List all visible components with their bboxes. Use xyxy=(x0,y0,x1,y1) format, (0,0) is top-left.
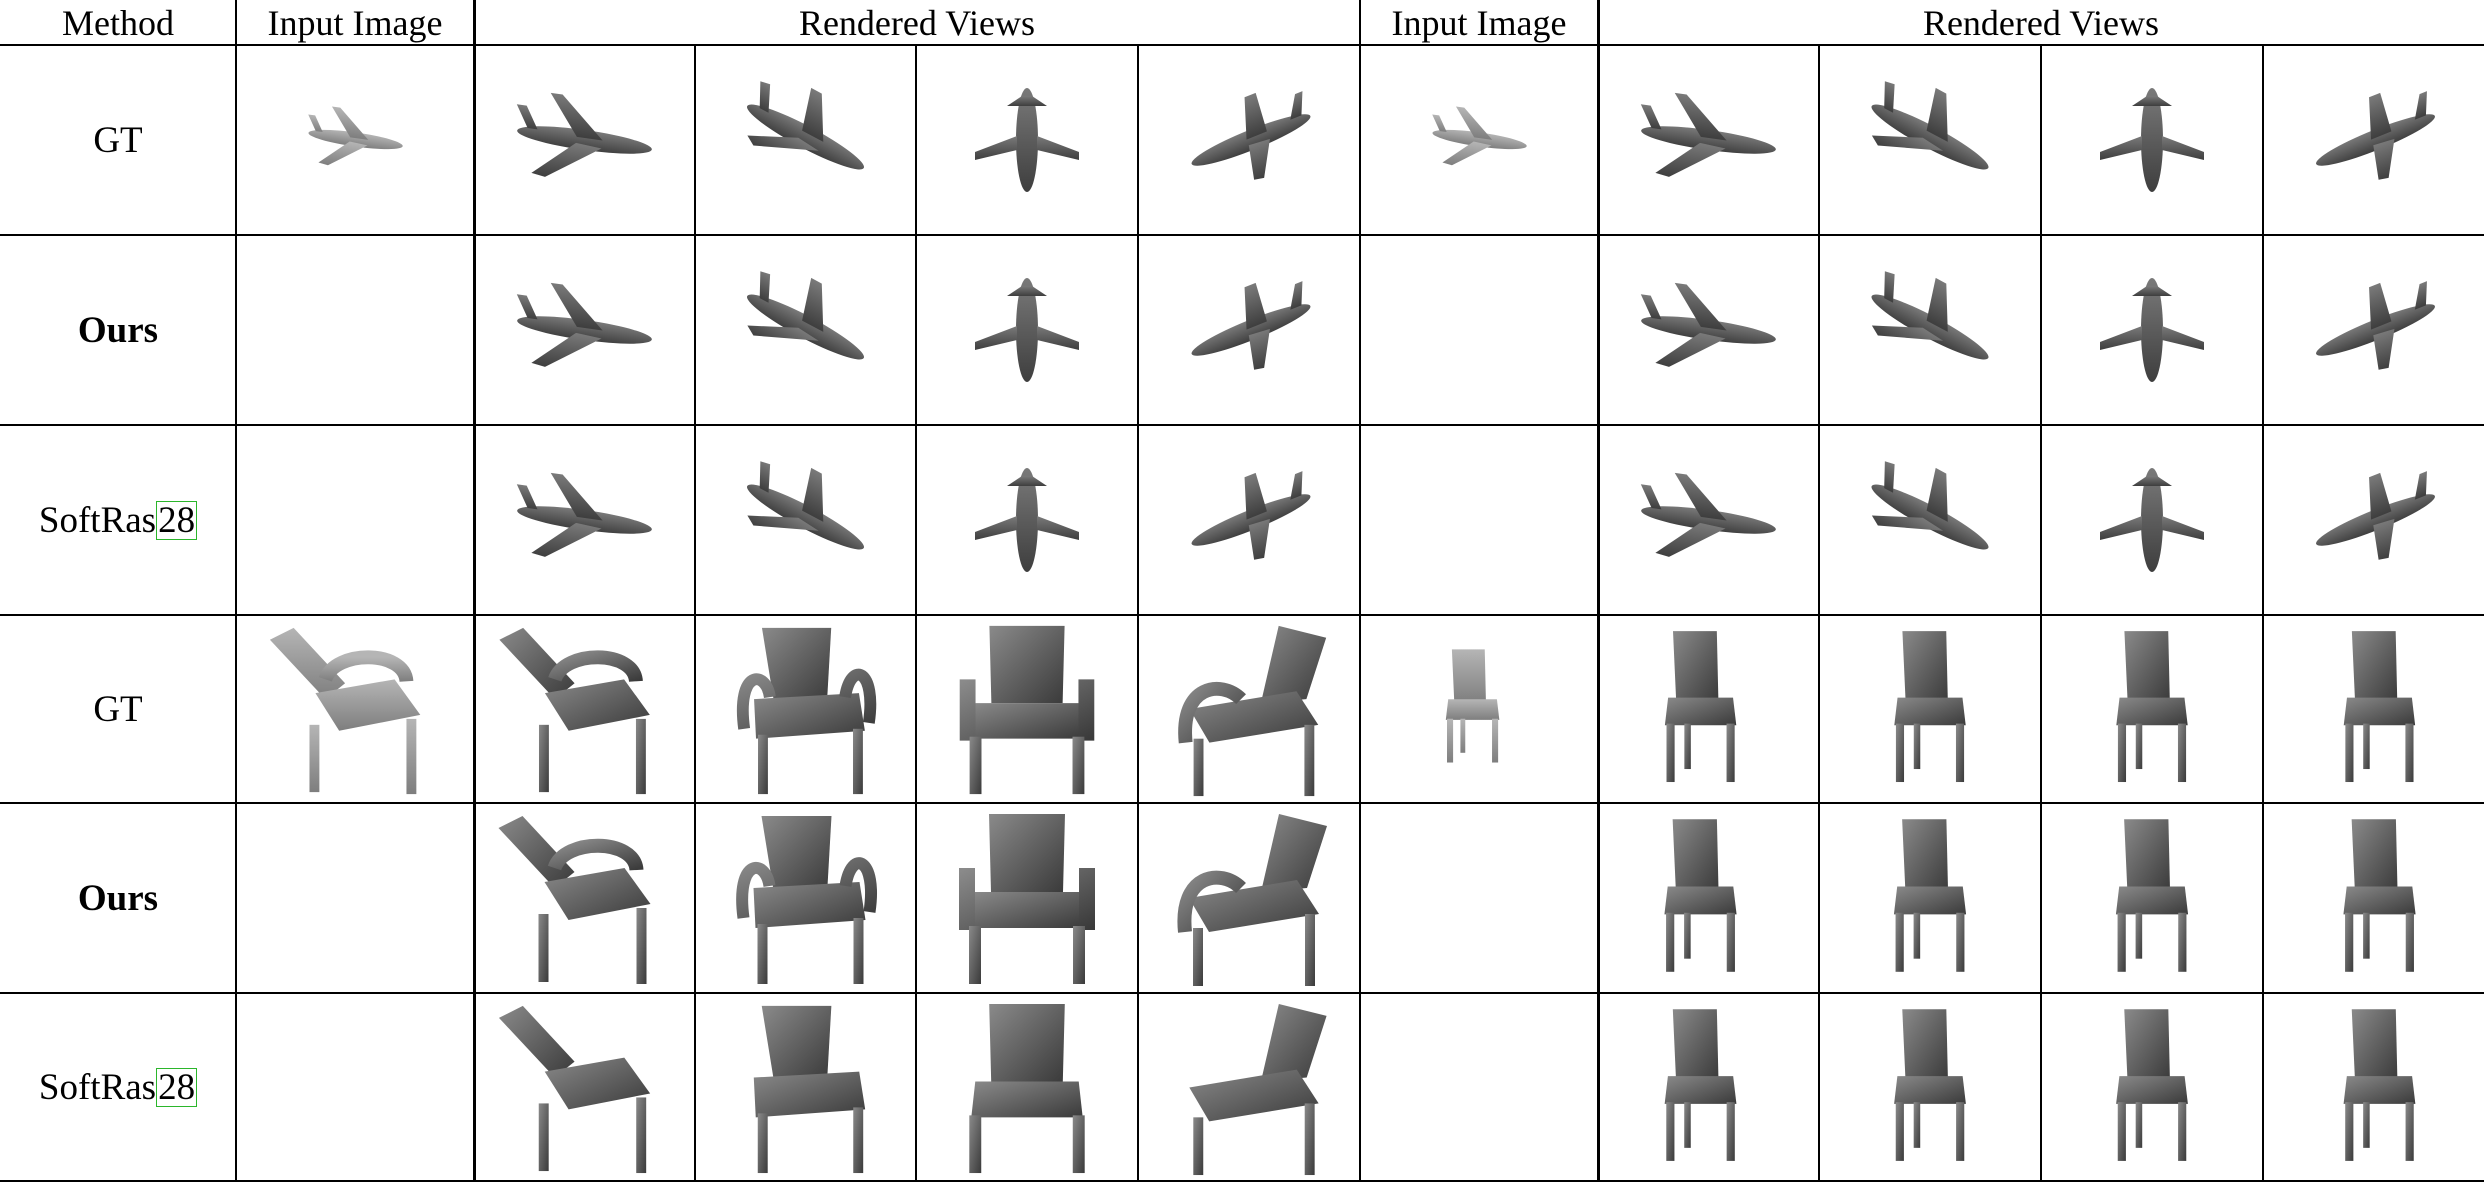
rendered-view-ours-chair-a-2 xyxy=(695,803,916,993)
column-divider xyxy=(915,45,917,1182)
rendered-view-ours-chair-a-4 xyxy=(1138,803,1360,993)
method-label-gt-airplane: GT xyxy=(93,119,143,161)
rendered-view-softras-chair-b-3 xyxy=(2041,993,2263,1182)
rendered-view-gt-chair-b-4 xyxy=(2263,615,2484,803)
method-label-gt-chair: GT xyxy=(93,688,143,730)
rendered-view-softras-chair-b-4 xyxy=(2263,993,2484,1182)
rendered-view-ours-chair-a-1 xyxy=(474,803,695,993)
row-divider xyxy=(0,614,2484,616)
input-image-airplane-2 xyxy=(1360,45,1598,235)
rendered-view-gt-airplane-a-1 xyxy=(474,45,695,235)
rendered-view-gt-chair-a-3 xyxy=(916,615,1138,803)
rendered-view-ours-airplane-a-3 xyxy=(916,235,1138,425)
header-rendered-views-2: Rendered Views xyxy=(1922,2,2160,43)
rendered-view-ours-chair-b-4 xyxy=(2263,803,2484,993)
column-divider xyxy=(473,0,476,1182)
input-image-chair-1 xyxy=(236,615,474,803)
rendered-view-ours-airplane-a-1 xyxy=(474,235,695,425)
rendered-view-gt-airplane-b-2 xyxy=(1819,45,2041,235)
column-divider xyxy=(1359,0,1361,1182)
column-divider xyxy=(694,45,696,1182)
rendered-view-gt-chair-a-2 xyxy=(695,615,916,803)
row-divider xyxy=(0,234,2484,236)
rendered-view-ours-airplane-a-2 xyxy=(695,235,916,425)
citation-link[interactable]: 28 xyxy=(156,499,198,541)
rendered-view-ours-chair-b-3 xyxy=(2041,803,2263,993)
rendered-view-ours-chair-b-1 xyxy=(1598,803,1819,993)
method-label-ours-airplane: Ours xyxy=(77,309,159,351)
rendered-view-ours-airplane-b-1 xyxy=(1598,235,1819,425)
rendered-view-softras-airplane-a-4 xyxy=(1138,425,1360,615)
rendered-view-gt-chair-a-4 xyxy=(1138,615,1360,803)
rendered-view-ours-airplane-b-3 xyxy=(2041,235,2263,425)
rendered-view-gt-chair-b-1 xyxy=(1598,615,1819,803)
rendered-view-softras-chair-b-1 xyxy=(1598,993,1819,1182)
column-divider xyxy=(2262,45,2264,1182)
rendered-view-ours-chair-b-2 xyxy=(1819,803,2041,993)
row-divider xyxy=(0,992,2484,994)
column-divider xyxy=(1137,45,1139,1182)
column-divider xyxy=(1597,0,1600,1182)
rendered-view-gt-airplane-a-4 xyxy=(1138,45,1360,235)
row-divider xyxy=(0,44,2484,46)
rendered-view-gt-airplane-a-3 xyxy=(916,45,1138,235)
citation-link[interactable]: 28 xyxy=(156,1067,198,1108)
rendered-view-gt-airplane-b-4 xyxy=(2263,45,2484,235)
header-rendered-views-1: Rendered Views xyxy=(798,2,1036,43)
row-divider xyxy=(0,802,2484,804)
rendered-view-gt-chair-b-2 xyxy=(1819,615,2041,803)
rendered-view-softras-airplane-b-3 xyxy=(2041,425,2263,615)
rendered-view-gt-airplane-a-2 xyxy=(695,45,916,235)
rendered-view-softras-airplane-a-3 xyxy=(916,425,1138,615)
rendered-view-ours-airplane-b-4 xyxy=(2263,235,2484,425)
method-label-ours-chair: Ours xyxy=(77,877,159,919)
row-divider xyxy=(0,424,2484,426)
rendered-view-gt-chair-a-1 xyxy=(474,615,695,803)
header-input-image-2: Input Image xyxy=(1391,2,1567,43)
rendered-view-softras-airplane-a-2 xyxy=(695,425,916,615)
rendered-view-softras-airplane-b-4 xyxy=(2263,425,2484,615)
rendered-view-softras-airplane-a-1 xyxy=(474,425,695,615)
method-label-softras-chair: SoftRas 28 xyxy=(38,1067,198,1108)
input-image-airplane-1 xyxy=(236,45,474,235)
rendered-view-softras-airplane-b-1 xyxy=(1598,425,1819,615)
rendered-view-gt-chair-b-3 xyxy=(2041,615,2263,803)
column-divider xyxy=(235,0,237,1182)
method-label-softras-airplane: SoftRas 28 xyxy=(38,499,198,541)
column-divider xyxy=(2040,45,2042,1182)
rendered-view-ours-airplane-b-2 xyxy=(1819,235,2041,425)
rendered-view-softras-airplane-b-2 xyxy=(1819,425,2041,615)
column-divider xyxy=(1818,45,1820,1182)
rendered-view-softras-chair-a-2 xyxy=(695,993,916,1182)
rendered-view-softras-chair-a-4 xyxy=(1138,993,1360,1182)
rendered-view-softras-chair-b-2 xyxy=(1819,993,2041,1182)
header-input-image-1: Input Image xyxy=(267,2,443,43)
rendered-view-ours-chair-a-3 xyxy=(916,803,1138,993)
rendered-view-gt-airplane-b-1 xyxy=(1598,45,1819,235)
input-image-chair-2 xyxy=(1360,615,1598,803)
rendered-view-softras-chair-a-3 xyxy=(916,993,1138,1182)
bottom-rule xyxy=(0,1180,2484,1182)
rendered-view-gt-airplane-b-3 xyxy=(2041,45,2263,235)
rendered-view-ours-airplane-a-4 xyxy=(1138,235,1360,425)
rendered-view-softras-chair-a-1 xyxy=(474,993,695,1182)
header-method: Method xyxy=(62,2,174,43)
